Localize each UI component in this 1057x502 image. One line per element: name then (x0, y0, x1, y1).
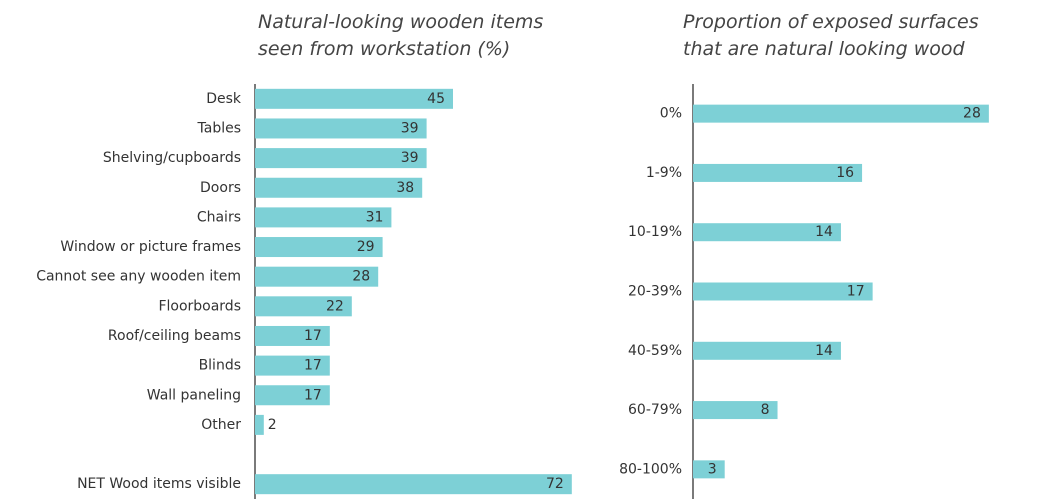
bar (255, 148, 427, 169)
bar (255, 237, 383, 258)
category-label: Desk (206, 91, 242, 107)
bar (693, 282, 873, 301)
value-label: 28 (352, 269, 370, 285)
value-label: 17 (304, 328, 322, 344)
category-label: Doors (200, 180, 241, 196)
category-label: Tables (197, 120, 242, 136)
bar (693, 223, 841, 242)
value-label: 39 (401, 120, 419, 136)
value-label: 14 (815, 224, 833, 240)
value-label: 2 (268, 417, 277, 433)
category-label: Chairs (197, 209, 241, 225)
value-label: 31 (366, 209, 384, 225)
value-label: 22 (326, 298, 344, 314)
chart-title: that are natural looking wood (683, 38, 965, 60)
value-label: 38 (396, 180, 414, 196)
value-label: 17 (847, 284, 865, 300)
bar (255, 385, 330, 406)
value-label: 17 (304, 358, 322, 374)
bar (693, 341, 841, 360)
bar (255, 266, 379, 287)
category-label: 60-79% (628, 402, 682, 418)
bar (255, 118, 427, 139)
bar (255, 414, 264, 435)
value-label: 14 (815, 343, 833, 359)
value-label: 72 (546, 476, 564, 492)
value-label: 39 (401, 150, 419, 166)
value-label: 8 (761, 402, 770, 418)
category-label: Shelving/cupboards (103, 150, 241, 166)
category-label: 40-59% (628, 343, 682, 359)
bar (255, 88, 453, 109)
value-label: 28 (963, 106, 981, 122)
category-label: Other (201, 417, 241, 433)
chart-title: Proportion of exposed surfaces (683, 11, 979, 33)
value-label: 17 (304, 387, 322, 403)
bar (693, 163, 863, 182)
bar (255, 325, 330, 346)
category-label: 20-39% (628, 284, 682, 300)
category-label: 0% (660, 106, 682, 122)
bar (255, 207, 392, 228)
value-label: 45 (427, 91, 445, 107)
bar (693, 104, 989, 123)
bar (255, 355, 330, 376)
category-label: Window or picture frames (60, 239, 241, 255)
category-label: NET Wood items visible (77, 476, 241, 492)
category-label: Roof/ceiling beams (108, 328, 241, 344)
category-label: 80-100% (619, 461, 682, 477)
value-label: 3 (708, 461, 717, 477)
chart-title: seen from workstation (%) (258, 38, 510, 60)
bar (255, 177, 423, 198)
category-label: 1-9% (646, 165, 682, 181)
value-label: 29 (357, 239, 375, 255)
bar (693, 401, 778, 420)
category-label: Cannot see any wooden item (36, 269, 241, 285)
category-label: 10-19% (628, 224, 682, 240)
bar (693, 460, 725, 479)
value-label: 16 (836, 165, 854, 181)
category-label: Wall paneling (147, 387, 241, 403)
bar (255, 474, 572, 495)
category-label: Floorboards (158, 298, 241, 314)
bar (255, 296, 352, 317)
chart-title: Natural-looking wooden items (258, 11, 543, 33)
category-label: Blinds (199, 358, 241, 374)
